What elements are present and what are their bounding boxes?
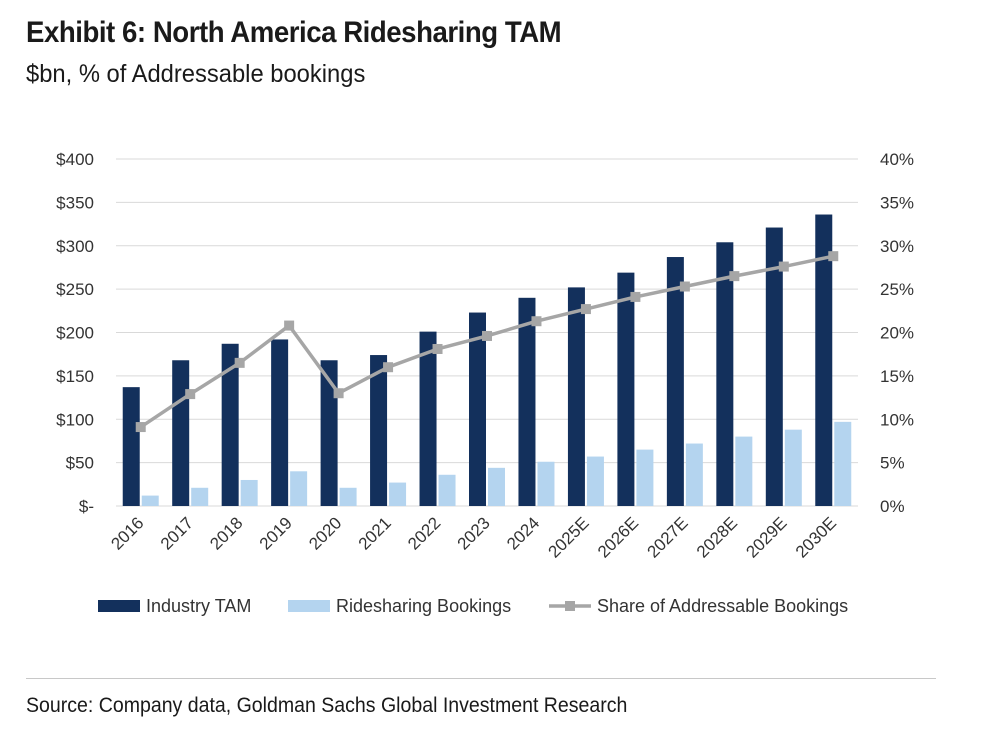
industry-tam-bar xyxy=(716,242,734,506)
ridesharing-bookings-bar xyxy=(290,471,308,506)
x-axis-tick-label: 2019 xyxy=(256,513,296,553)
ridesharing-bookings-bar xyxy=(636,449,654,506)
legend-label-industry-tam: Industry TAM xyxy=(146,596,251,616)
industry-tam-bar xyxy=(617,272,635,506)
industry-tam-bar xyxy=(518,297,536,506)
x-axis-tick-label: 2023 xyxy=(454,513,494,553)
ridesharing-bookings-bar xyxy=(438,474,456,506)
x-axis-tick-label: 2021 xyxy=(355,513,395,553)
chart-title: Exhibit 6: North America Ridesharing TAM xyxy=(26,16,562,49)
right-axis-tick-label: 5% xyxy=(880,454,905,473)
ridesharing-bookings-bar xyxy=(834,421,852,506)
ridesharing-bookings-bar xyxy=(240,479,258,506)
source-note: Source: Company data, Goldman Sachs Glob… xyxy=(26,694,628,717)
industry-tam-bar xyxy=(271,339,289,506)
right-axis-tick-label: 15% xyxy=(880,367,914,386)
industry-tam-bar xyxy=(765,227,783,506)
ridesharing-bookings-bar xyxy=(685,443,703,506)
ridesharing-bookings-bar xyxy=(141,495,159,506)
left-axis-tick-label: $400 xyxy=(56,150,94,169)
left-axis-tick-label: $200 xyxy=(56,324,94,343)
source-divider xyxy=(26,678,936,679)
share-line-marker xyxy=(729,271,740,282)
share-line-marker xyxy=(135,422,146,433)
right-axis-tick-label: 25% xyxy=(880,280,914,299)
x-axis-tick-label: 2020 xyxy=(305,513,345,553)
industry-tam-bar xyxy=(419,331,437,506)
left-axis-tick-label: $100 xyxy=(56,410,94,429)
left-axis-tick-label: $250 xyxy=(56,280,94,299)
left-axis-tick-label: $- xyxy=(79,497,94,516)
industry-tam-bar xyxy=(221,343,239,506)
x-axis-tick-label: 2017 xyxy=(157,513,197,553)
ridesharing-bookings-bar xyxy=(735,436,753,506)
right-axis-tick-label: 10% xyxy=(880,410,914,429)
industry-tam-bar xyxy=(122,387,140,506)
share-line-marker xyxy=(284,320,295,331)
ridesharing-bookings-bar xyxy=(191,487,209,506)
x-axis-tick-label: 2029E xyxy=(742,513,790,561)
share-line-marker xyxy=(531,316,542,327)
share-line-marker xyxy=(679,281,690,292)
ridesharing-bookings-bar xyxy=(784,429,802,506)
x-axis-tick-label: 2016 xyxy=(107,513,147,553)
share-line-marker xyxy=(580,304,591,315)
industry-tam-bar xyxy=(370,355,388,506)
x-axis-tick-label: 2024 xyxy=(503,513,543,553)
share-line-marker xyxy=(185,389,196,400)
x-axis-tick-label: 2027E xyxy=(643,513,691,561)
legend-swatch-share-marker xyxy=(565,601,575,611)
industry-tam-bar xyxy=(172,360,190,506)
share-line-marker xyxy=(778,261,789,272)
right-axis-tick-label: 35% xyxy=(880,193,914,212)
x-axis-tick-label: 2018 xyxy=(206,513,246,553)
ridesharing-bookings-bar xyxy=(586,456,604,506)
right-axis-tick-label: 0% xyxy=(880,497,905,516)
share-line-marker xyxy=(234,357,245,368)
ridesharing-bookings-bar xyxy=(488,467,505,506)
share-line-marker xyxy=(482,330,492,341)
ridesharing-tam-chart: $- 0% $50 5% $100 10% $150 15% $200 20% $250 25% $30… xyxy=(56,150,914,616)
share-line-marker xyxy=(383,362,394,373)
legend-label-share-of-addressable-bookings: Share of Addressable Bookings xyxy=(597,596,848,616)
x-axis-tick-label: 2030E xyxy=(792,513,840,561)
share-line-marker xyxy=(828,251,839,262)
share-line-marker xyxy=(432,343,443,354)
share-line-marker xyxy=(333,388,344,399)
x-axis-tick-label: 2028E xyxy=(693,513,741,561)
right-axis-tick-label: 20% xyxy=(880,324,914,343)
left-axis-tick-label: $50 xyxy=(66,454,94,473)
industry-tam-bar xyxy=(567,287,585,506)
industry-tam-bar xyxy=(666,257,684,506)
right-axis-tick-label: 40% xyxy=(880,150,914,169)
industry-tam-bar xyxy=(320,360,338,506)
ridesharing-bookings-bar xyxy=(389,482,407,506)
share-line-marker xyxy=(630,291,641,302)
left-axis-tick-label: $300 xyxy=(56,237,94,256)
x-axis-tick-label: 2022 xyxy=(404,513,444,553)
legend-swatch-industry-tam xyxy=(98,600,140,612)
x-axis-tick-label: 2025E xyxy=(545,513,593,561)
legend-swatch-ridesharing-bookings xyxy=(288,600,330,612)
ridesharing-bookings-bar xyxy=(537,461,555,506)
industry-tam-bar xyxy=(815,214,833,506)
chart-subtitle: $bn, % of Addressable bookings xyxy=(26,60,366,88)
industry-tam-bar xyxy=(469,312,486,506)
legend-label-ridesharing-bookings: Ridesharing Bookings xyxy=(336,596,511,616)
ridesharing-bookings-bar xyxy=(339,487,357,506)
left-axis-tick-label: $150 xyxy=(56,367,94,386)
x-axis-tick-label: 2026E xyxy=(594,513,642,561)
left-axis-tick-label: $350 xyxy=(56,193,94,212)
right-axis-tick-label: 30% xyxy=(880,237,914,256)
